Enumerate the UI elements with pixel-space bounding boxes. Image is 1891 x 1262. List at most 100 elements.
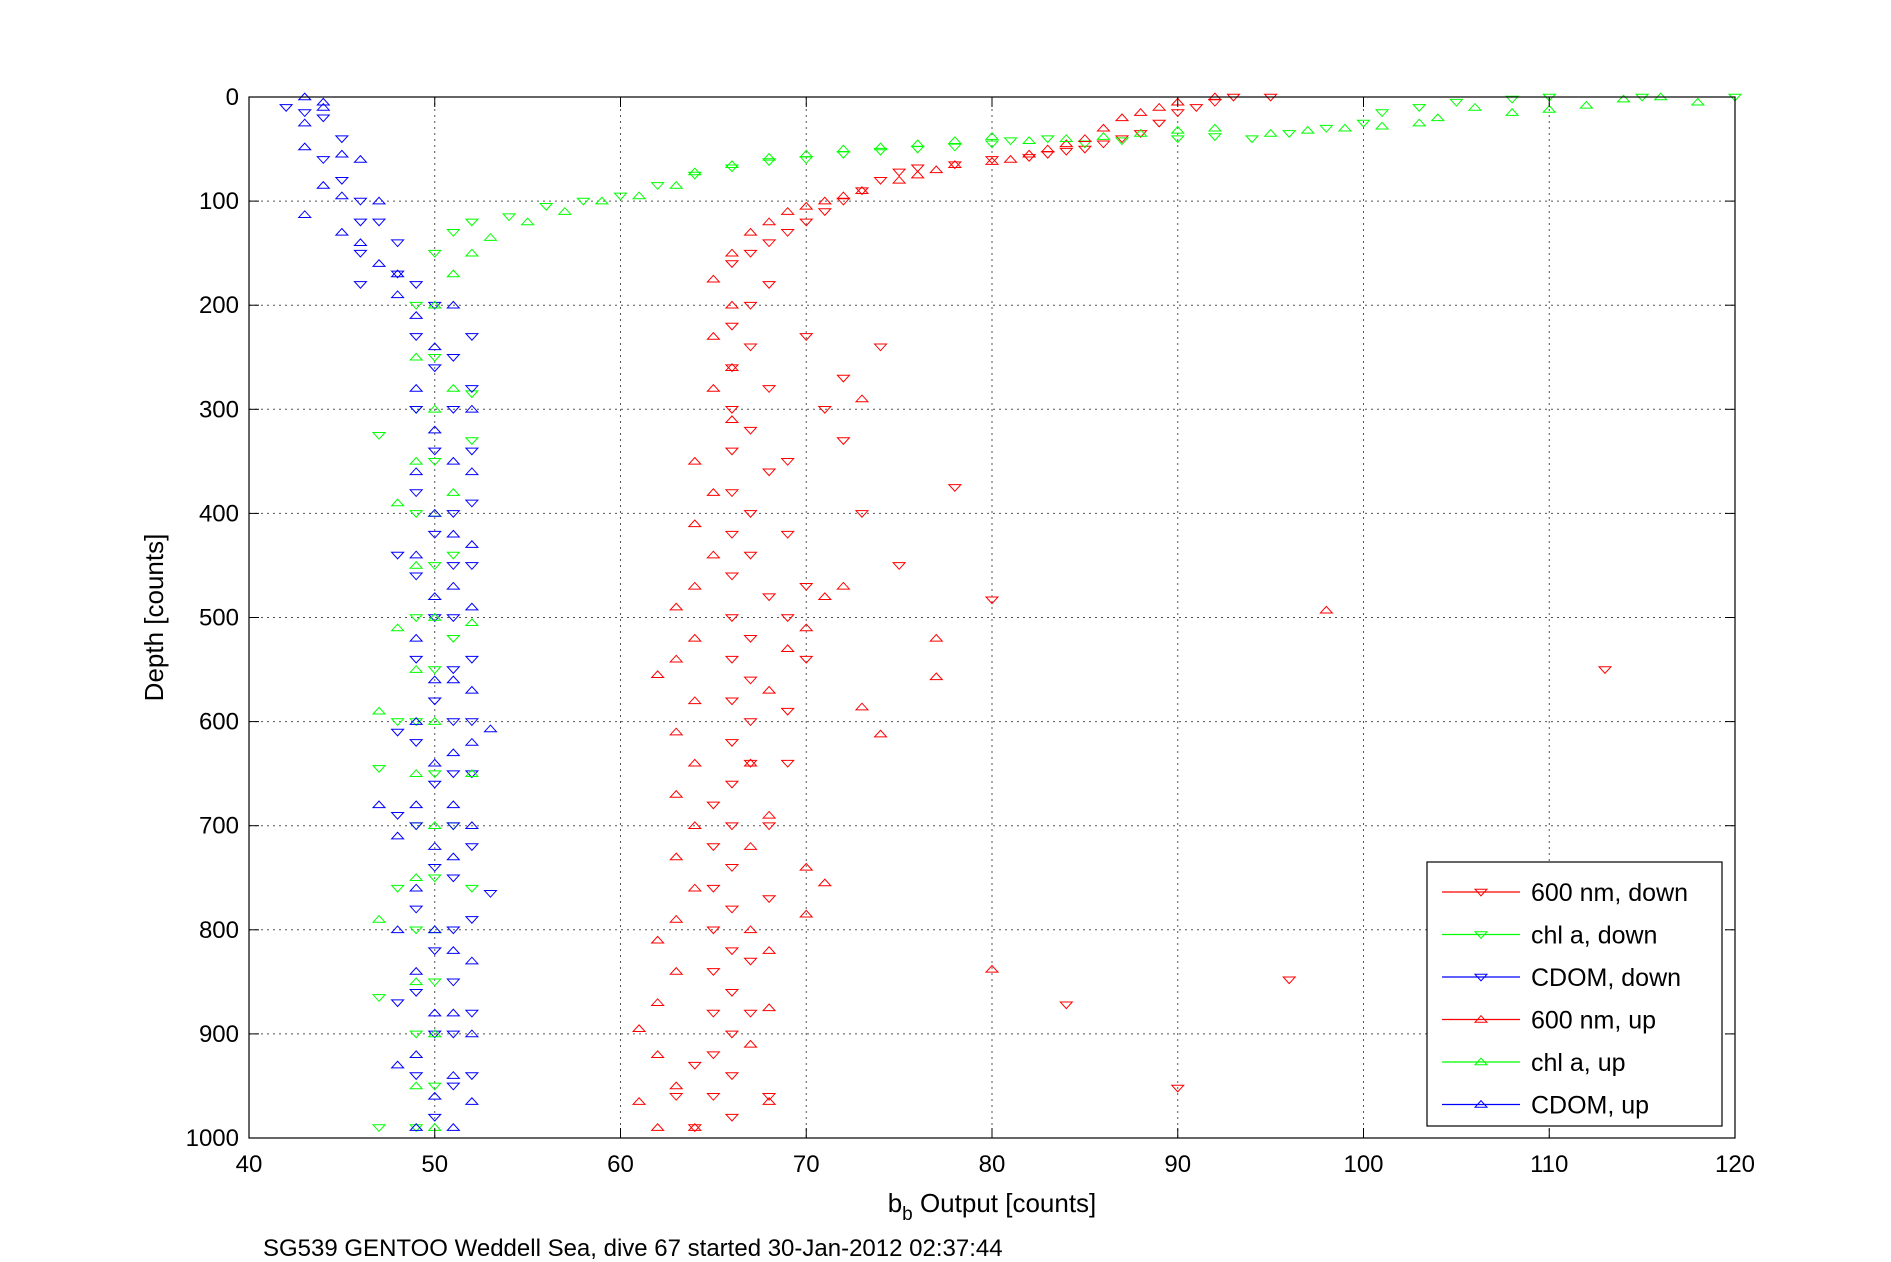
data-point bbox=[409, 977, 424, 986]
data-point bbox=[520, 217, 535, 226]
legend-label: 600 nm, down bbox=[1531, 879, 1688, 907]
data-point bbox=[464, 404, 480, 413]
data-point bbox=[464, 718, 480, 727]
data-point bbox=[1133, 128, 1148, 137]
data-point bbox=[706, 550, 721, 559]
data-point bbox=[409, 905, 424, 914]
data-point bbox=[409, 383, 424, 392]
data-point bbox=[780, 458, 795, 466]
data-point bbox=[483, 890, 498, 898]
data-point bbox=[743, 551, 758, 560]
data-point bbox=[1579, 100, 1594, 109]
data-point bbox=[631, 1096, 647, 1105]
data-point bbox=[854, 187, 870, 196]
data-point bbox=[446, 269, 461, 278]
data-point bbox=[836, 191, 851, 200]
data-point bbox=[761, 946, 777, 954]
data-point bbox=[1189, 104, 1204, 112]
data-point bbox=[446, 1008, 461, 1017]
data-point bbox=[687, 1061, 702, 1070]
x-axis-label: bb Output [counts] bbox=[888, 1188, 1097, 1225]
y-tick-label: 800 bbox=[199, 917, 239, 944]
data-point bbox=[409, 352, 424, 361]
data-point bbox=[873, 729, 888, 738]
data-point bbox=[947, 136, 962, 145]
data-point bbox=[279, 104, 294, 112]
data-point bbox=[1096, 140, 1111, 149]
data-point bbox=[427, 1008, 442, 1017]
data-point bbox=[1449, 98, 1464, 107]
data-point bbox=[316, 97, 331, 106]
data-point bbox=[984, 140, 1000, 149]
data-point bbox=[780, 229, 795, 237]
data-point bbox=[446, 635, 461, 643]
data-point bbox=[409, 739, 424, 747]
data-point bbox=[799, 333, 814, 342]
data-point bbox=[409, 1050, 424, 1059]
data-point bbox=[464, 437, 480, 446]
data-point bbox=[297, 109, 312, 118]
data-point bbox=[650, 998, 665, 1006]
data-point bbox=[390, 1060, 405, 1069]
x-tick-label: 40 bbox=[236, 1151, 263, 1178]
data-point bbox=[446, 551, 461, 560]
data-point bbox=[390, 811, 405, 820]
data-point bbox=[1207, 123, 1223, 132]
data-point bbox=[446, 675, 461, 684]
data-point bbox=[409, 614, 424, 623]
data-point bbox=[706, 1009, 721, 1018]
data-point bbox=[427, 614, 442, 623]
data-point bbox=[390, 623, 405, 632]
data-point bbox=[817, 208, 832, 217]
data-point bbox=[743, 1039, 758, 1048]
y-tick-label: 300 bbox=[199, 396, 239, 423]
data-point bbox=[464, 618, 480, 627]
legend-marker bbox=[1473, 1014, 1489, 1023]
data-point bbox=[427, 1113, 442, 1122]
data-point bbox=[799, 218, 814, 227]
data-point bbox=[446, 748, 461, 757]
data-point bbox=[984, 964, 1000, 973]
data-point bbox=[1207, 133, 1223, 142]
data-point bbox=[1133, 108, 1148, 116]
y-tick-label: 400 bbox=[199, 500, 239, 527]
legend-item: 600 nm, up bbox=[1442, 1007, 1656, 1035]
data-point bbox=[427, 978, 442, 987]
data-point bbox=[464, 884, 480, 893]
data-point bbox=[631, 1024, 647, 1032]
data-point bbox=[799, 582, 814, 591]
data-point bbox=[446, 488, 461, 496]
legend-label: chl a, up bbox=[1531, 1049, 1626, 1077]
data-point bbox=[761, 685, 777, 694]
x-axis-label-rest: Output [counts] bbox=[913, 1188, 1097, 1218]
data-point bbox=[706, 968, 721, 977]
data-point bbox=[910, 139, 925, 148]
data-point bbox=[780, 644, 795, 653]
data-point bbox=[687, 1124, 702, 1133]
data-point bbox=[464, 1072, 480, 1081]
data-point bbox=[1282, 976, 1297, 985]
data-point bbox=[724, 572, 740, 581]
data-point bbox=[724, 1113, 740, 1122]
data-point bbox=[1096, 123, 1111, 132]
data-point bbox=[706, 801, 721, 810]
data-point bbox=[427, 666, 442, 675]
data-point bbox=[390, 551, 405, 560]
data-point bbox=[409, 1072, 424, 1081]
data-point bbox=[446, 529, 461, 538]
data-point bbox=[334, 176, 350, 185]
data-point bbox=[743, 759, 758, 768]
data-point bbox=[390, 831, 405, 840]
data-point bbox=[409, 572, 424, 581]
data-point bbox=[409, 560, 424, 569]
grid bbox=[249, 97, 1735, 1138]
data-point bbox=[446, 874, 461, 883]
legend-marker bbox=[1473, 888, 1489, 897]
data-point bbox=[316, 180, 331, 189]
data-point bbox=[446, 1123, 461, 1131]
data-point bbox=[557, 206, 572, 215]
data-point bbox=[724, 697, 740, 706]
data-point bbox=[446, 510, 461, 518]
data-point bbox=[799, 149, 814, 158]
data-point bbox=[427, 947, 442, 956]
